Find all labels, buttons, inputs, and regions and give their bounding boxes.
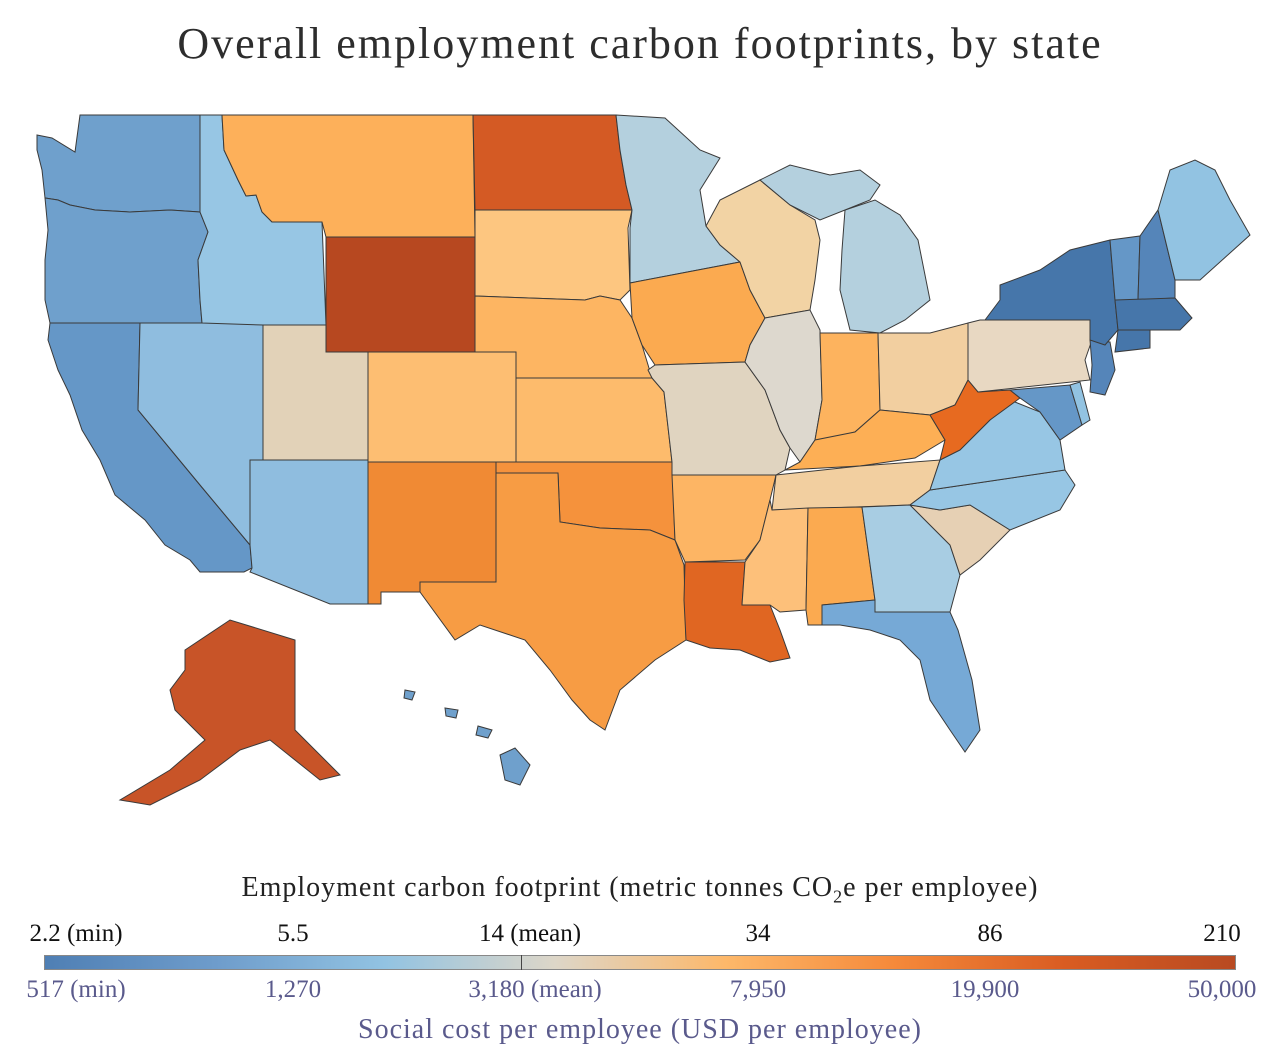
legend-title-social-cost: Social cost per employee (USD per employ…: [358, 1014, 922, 1045]
tick-top-1: 5.5: [277, 920, 309, 947]
tick-top-2: 14 (mean): [478, 920, 582, 947]
state-hawaii-islands[interactable]: [403, 689, 416, 701]
tick-bottom-2: 3,180 (mean): [468, 976, 602, 1003]
tick-top-5: 210: [1203, 920, 1241, 947]
state-kansas[interactable]: [515, 377, 673, 463]
tick-top-3: 34: [745, 920, 771, 947]
state-vermont[interactable]: [1109, 235, 1141, 301]
state-hawaii-oahu[interactable]: [444, 707, 459, 719]
state-south-dakota[interactable]: [474, 209, 633, 301]
tick-bottom-4: 19,900: [950, 976, 1020, 1003]
state-colorado[interactable]: [367, 351, 517, 463]
state-arizona[interactable]: [249, 459, 369, 605]
state-hawaii[interactable]: [499, 747, 531, 786]
legend-colorbar: [44, 955, 1236, 970]
tick-bottom-3: 7,950: [729, 976, 787, 1003]
state-delaware[interactable]: [1069, 381, 1091, 426]
state-arkansas[interactable]: [671, 474, 777, 563]
map-title: Overall employment carbon footprints, by…: [177, 19, 1103, 68]
state-new-jersey[interactable]: [1089, 339, 1116, 396]
state-michigan[interactable]: [839, 199, 931, 334]
state-oregon[interactable]: [44, 197, 209, 324]
legend-title-carbon: Employment carbon footprint (metric tonn…: [0, 872, 1280, 908]
state-connecticut[interactable]: [1114, 329, 1151, 353]
state-wyoming[interactable]: [325, 236, 476, 353]
state-texas[interactable]: [419, 472, 687, 731]
state-illinois[interactable]: [744, 309, 823, 463]
legend-title-sub: 2: [833, 886, 844, 907]
tick-top-4: 86: [977, 920, 1003, 947]
state-michigan-upper[interactable]: [759, 164, 881, 221]
legend-mean-marker: [521, 955, 522, 970]
legend-title-part: Employment carbon footprint (metric tonn…: [241, 872, 834, 903]
state-hawaii-maui[interactable]: [475, 725, 493, 739]
state-florida[interactable]: [821, 599, 981, 753]
state-massachusetts[interactable]: [1114, 297, 1193, 331]
state-ohio[interactable]: [877, 322, 969, 416]
state-pennsylvania[interactable]: [967, 319, 1093, 393]
state-alaska[interactable]: [118, 619, 341, 806]
tick-bottom-1: 1,270: [264, 976, 322, 1003]
state-new-hampshire[interactable]: [1137, 208, 1176, 301]
tick-top-0: 2.2 (min): [29, 920, 123, 947]
state-north-carolina[interactable]: [908, 469, 1076, 531]
state-maine[interactable]: [1157, 159, 1251, 281]
state-washington[interactable]: [36, 114, 201, 213]
state-north-dakota[interactable]: [472, 114, 633, 211]
tick-bottom-5: 50,000: [1187, 976, 1257, 1003]
tick-bottom-0: 517 (min): [26, 976, 126, 1003]
legend-title-end: e per employee): [843, 872, 1039, 903]
us-choropleth-map: [36, 114, 1251, 806]
